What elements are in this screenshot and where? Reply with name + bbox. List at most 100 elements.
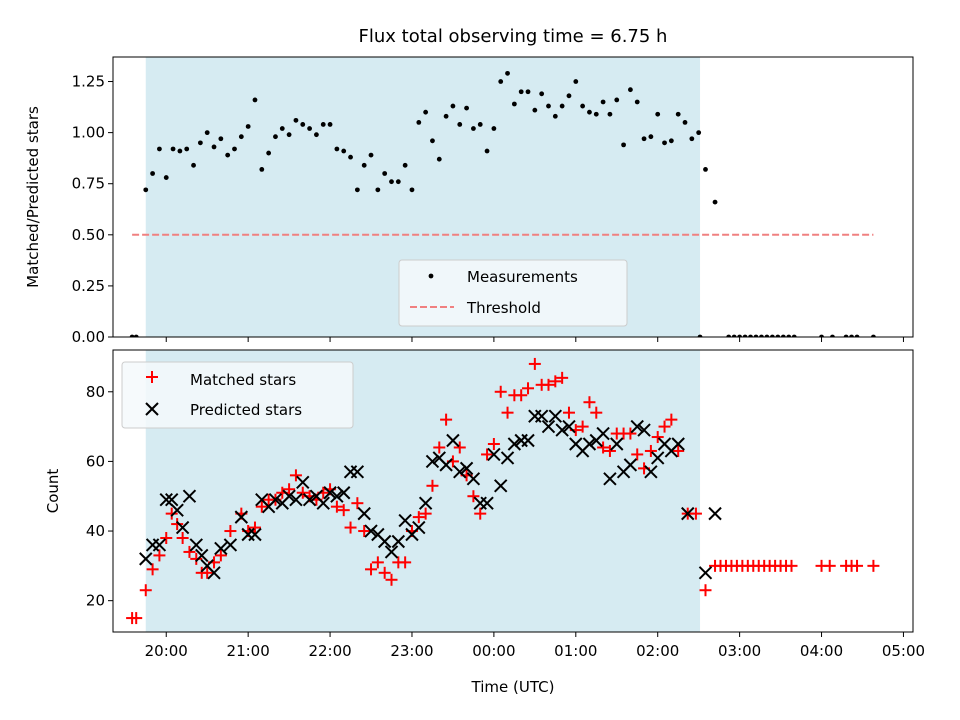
measurement-point — [518, 89, 524, 95]
predicted-star-point — [459, 461, 474, 476]
measurement-point — [471, 126, 476, 131]
predicted-star-point — [541, 419, 556, 434]
measurement-point — [791, 334, 797, 337]
legend-matched-marker — [146, 371, 158, 383]
measurement-point — [204, 130, 210, 136]
predicted-star-point — [671, 437, 685, 451]
measurement-point — [559, 103, 565, 109]
matched-star-point — [139, 584, 152, 597]
measurement-point — [430, 138, 435, 144]
measurement-point — [382, 171, 388, 176]
legend-predicted-marker — [145, 402, 159, 416]
top-panel: 0.00 0.25 0.50 0.75 1.00 1.25 Matched/Predict… — [24, 56, 914, 346]
measurement-point — [225, 152, 231, 158]
predicted-star-point — [708, 506, 722, 521]
x-tick-label: 22:00 — [308, 642, 351, 660]
legend-measurements-marker — [428, 273, 434, 279]
measurement-point — [742, 334, 748, 337]
measurement-point — [648, 134, 654, 140]
x-tick-label: 20:00 — [145, 642, 188, 660]
measurement-point — [477, 122, 483, 127]
predicted-star-point — [548, 409, 563, 423]
measurement-point — [655, 111, 661, 117]
matched-star-point — [171, 518, 184, 531]
matched-star-point — [358, 525, 371, 538]
top-y-axis-label: Matched/Predicted stars — [24, 106, 42, 288]
x-tick-label: 04:00 — [800, 642, 843, 660]
measurement-point — [423, 109, 429, 115]
matched-star-point — [515, 389, 528, 402]
matched-star-point — [426, 479, 439, 492]
predicted-star-point — [555, 423, 569, 437]
measurement-point — [191, 162, 196, 168]
measurement-point — [546, 103, 551, 109]
predicted-star-point — [651, 451, 665, 465]
measurement-point — [341, 148, 347, 154]
matched-star-point — [867, 559, 880, 572]
predicted-star-point — [175, 520, 190, 535]
matched-star-point — [330, 500, 343, 513]
matched-star-point — [453, 441, 466, 454]
predicted-star-point — [214, 541, 228, 556]
measurement-point — [600, 99, 606, 105]
measurement-point — [525, 89, 531, 95]
predicted-star-point — [425, 454, 440, 469]
measurement-point — [634, 99, 640, 105]
top-y-tick-label: 0.75 — [72, 175, 105, 193]
measurement-point — [689, 136, 695, 142]
x-tick-label: 02:00 — [636, 642, 679, 660]
predicted-star-point — [398, 513, 412, 528]
measurement-point — [614, 97, 620, 103]
matched-star-point — [689, 507, 702, 520]
matched-star-point — [624, 427, 637, 440]
measurement-point — [759, 334, 764, 337]
measurement-point — [170, 146, 176, 152]
matched-star-point — [224, 525, 237, 538]
matched-star-point — [590, 406, 603, 419]
measurement-point — [552, 113, 558, 119]
measurement-point — [593, 111, 599, 117]
predicted-star-point — [507, 437, 522, 451]
predicted-star-point — [446, 433, 460, 448]
measurement-point — [505, 70, 510, 76]
predicted-star-point — [637, 423, 651, 437]
measurement-point — [662, 140, 667, 146]
chart-title: Flux total observing time = 6.75 h — [359, 26, 668, 47]
measurement-point — [450, 103, 456, 109]
predicted-star-point — [562, 419, 576, 434]
predicted-star-point — [189, 538, 203, 552]
predicted-star-point — [384, 545, 399, 559]
matched-star-point — [419, 507, 432, 520]
matched-star-point — [851, 559, 864, 572]
measurement-point — [361, 162, 367, 168]
predicted-star-point — [534, 409, 549, 423]
matched-star-point — [549, 375, 562, 388]
predicted-star-point — [182, 489, 197, 503]
measurement-point — [368, 152, 374, 158]
measurement-point — [129, 334, 135, 337]
measurement-point — [621, 142, 626, 148]
measurement-point — [300, 122, 306, 127]
predicted-star-point — [195, 548, 209, 563]
measurement-point — [273, 134, 278, 140]
matched-star-point — [289, 469, 302, 482]
matched-star-point — [474, 507, 487, 520]
measurement-point — [830, 334, 835, 337]
predicted-star-point — [644, 465, 658, 479]
measurement-point — [737, 334, 743, 337]
bottom-x-axis: 20:00 21:00 22:00 23:00 00:00 01:00 02:00 03:00… — [145, 632, 925, 660]
measurement-point — [682, 120, 688, 125]
matched-star-point — [412, 511, 425, 524]
predicted-star-point — [164, 492, 179, 507]
top-y-tick-label: 1.00 — [72, 124, 105, 142]
bottom-plot-area — [126, 350, 880, 632]
predicted-star-point — [412, 520, 426, 535]
measurement-point — [587, 109, 592, 115]
predicted-star-point — [330, 489, 344, 503]
matched-star-point — [494, 385, 507, 398]
predicted-star-point — [159, 492, 173, 507]
measurement-point — [232, 146, 237, 152]
measurement-point — [184, 146, 190, 152]
top-y-axis: 0.00 0.25 0.50 0.75 1.00 1.25 — [72, 73, 113, 346]
x-tick-label: 21:00 — [227, 642, 270, 660]
